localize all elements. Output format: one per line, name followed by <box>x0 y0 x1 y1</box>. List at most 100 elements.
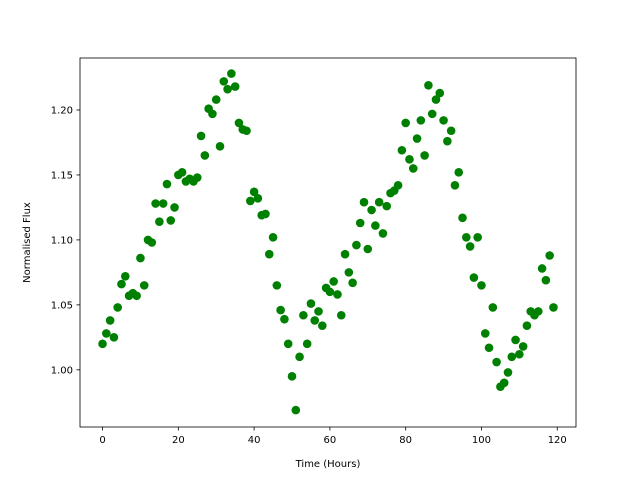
x-axis-label: Time (Hours) <box>295 459 361 470</box>
point <box>344 268 354 277</box>
point <box>518 342 528 351</box>
point <box>295 352 304 362</box>
point <box>230 82 240 91</box>
point <box>166 216 176 225</box>
point <box>299 310 308 320</box>
point <box>223 84 232 94</box>
point <box>272 281 282 290</box>
y-tick-label: 1.05 <box>51 300 73 311</box>
point <box>132 291 141 301</box>
point <box>484 343 494 353</box>
point <box>177 168 187 177</box>
point <box>147 238 157 247</box>
y-tick-label: 1.10 <box>51 235 73 246</box>
point <box>458 213 467 223</box>
point <box>348 278 357 288</box>
point <box>416 116 426 125</box>
point <box>363 244 373 254</box>
point <box>314 307 323 316</box>
point <box>462 233 471 242</box>
point <box>446 126 456 136</box>
point <box>318 321 327 330</box>
point <box>109 333 119 342</box>
point <box>120 271 130 281</box>
point <box>427 109 437 119</box>
x-tick-label: 100 <box>472 435 491 446</box>
point <box>234 118 244 128</box>
point <box>382 201 392 211</box>
point <box>280 314 289 324</box>
point <box>533 307 543 316</box>
point <box>151 199 160 208</box>
point <box>469 273 479 282</box>
point <box>219 77 229 86</box>
point <box>545 251 554 260</box>
point <box>477 281 486 290</box>
point <box>537 264 547 273</box>
point <box>283 339 293 349</box>
point <box>208 109 217 119</box>
point <box>492 357 501 367</box>
point <box>408 164 418 173</box>
x-tick-label: 80 <box>399 435 412 446</box>
point <box>249 187 259 197</box>
point <box>170 203 179 212</box>
point <box>310 316 320 325</box>
y-tick-label: 1.00 <box>51 365 73 376</box>
point <box>378 229 388 238</box>
point <box>291 405 301 415</box>
point <box>246 196 255 206</box>
point <box>352 240 361 250</box>
point <box>511 335 520 345</box>
point <box>253 194 263 203</box>
plot-frame <box>79 57 577 428</box>
point <box>215 142 225 151</box>
point <box>439 116 448 125</box>
point <box>424 80 433 90</box>
x-tick-label: 0 <box>99 435 105 446</box>
x-tick-label: 60 <box>324 435 337 446</box>
point <box>329 277 338 286</box>
point <box>117 279 126 289</box>
point <box>473 233 482 242</box>
point <box>374 197 384 207</box>
point <box>333 290 342 299</box>
point <box>412 134 422 143</box>
point <box>465 242 475 251</box>
point <box>443 136 452 146</box>
point <box>98 339 107 349</box>
point <box>355 218 365 228</box>
point <box>397 145 407 155</box>
point <box>405 155 414 164</box>
point <box>454 168 464 177</box>
point <box>102 329 111 338</box>
point <box>211 95 221 104</box>
point <box>507 352 517 362</box>
point <box>276 305 285 315</box>
point <box>499 378 509 388</box>
y-axis-label: Normalised Flux <box>22 202 33 283</box>
point <box>158 199 168 208</box>
x-tick-label: 120 <box>548 435 567 446</box>
point <box>503 368 513 377</box>
point <box>196 131 206 141</box>
point <box>515 349 524 359</box>
point <box>359 197 369 207</box>
point <box>336 310 346 320</box>
point <box>242 126 251 136</box>
point <box>302 339 312 349</box>
y-tick-label: 1.15 <box>51 170 73 181</box>
point <box>105 316 115 325</box>
point <box>162 179 172 189</box>
point <box>200 151 210 160</box>
x-tick-label: 20 <box>172 435 185 446</box>
point <box>139 281 149 290</box>
point <box>522 321 532 330</box>
point <box>480 329 490 338</box>
point <box>393 181 403 190</box>
point <box>420 151 429 160</box>
point <box>155 217 164 227</box>
point <box>261 209 270 219</box>
